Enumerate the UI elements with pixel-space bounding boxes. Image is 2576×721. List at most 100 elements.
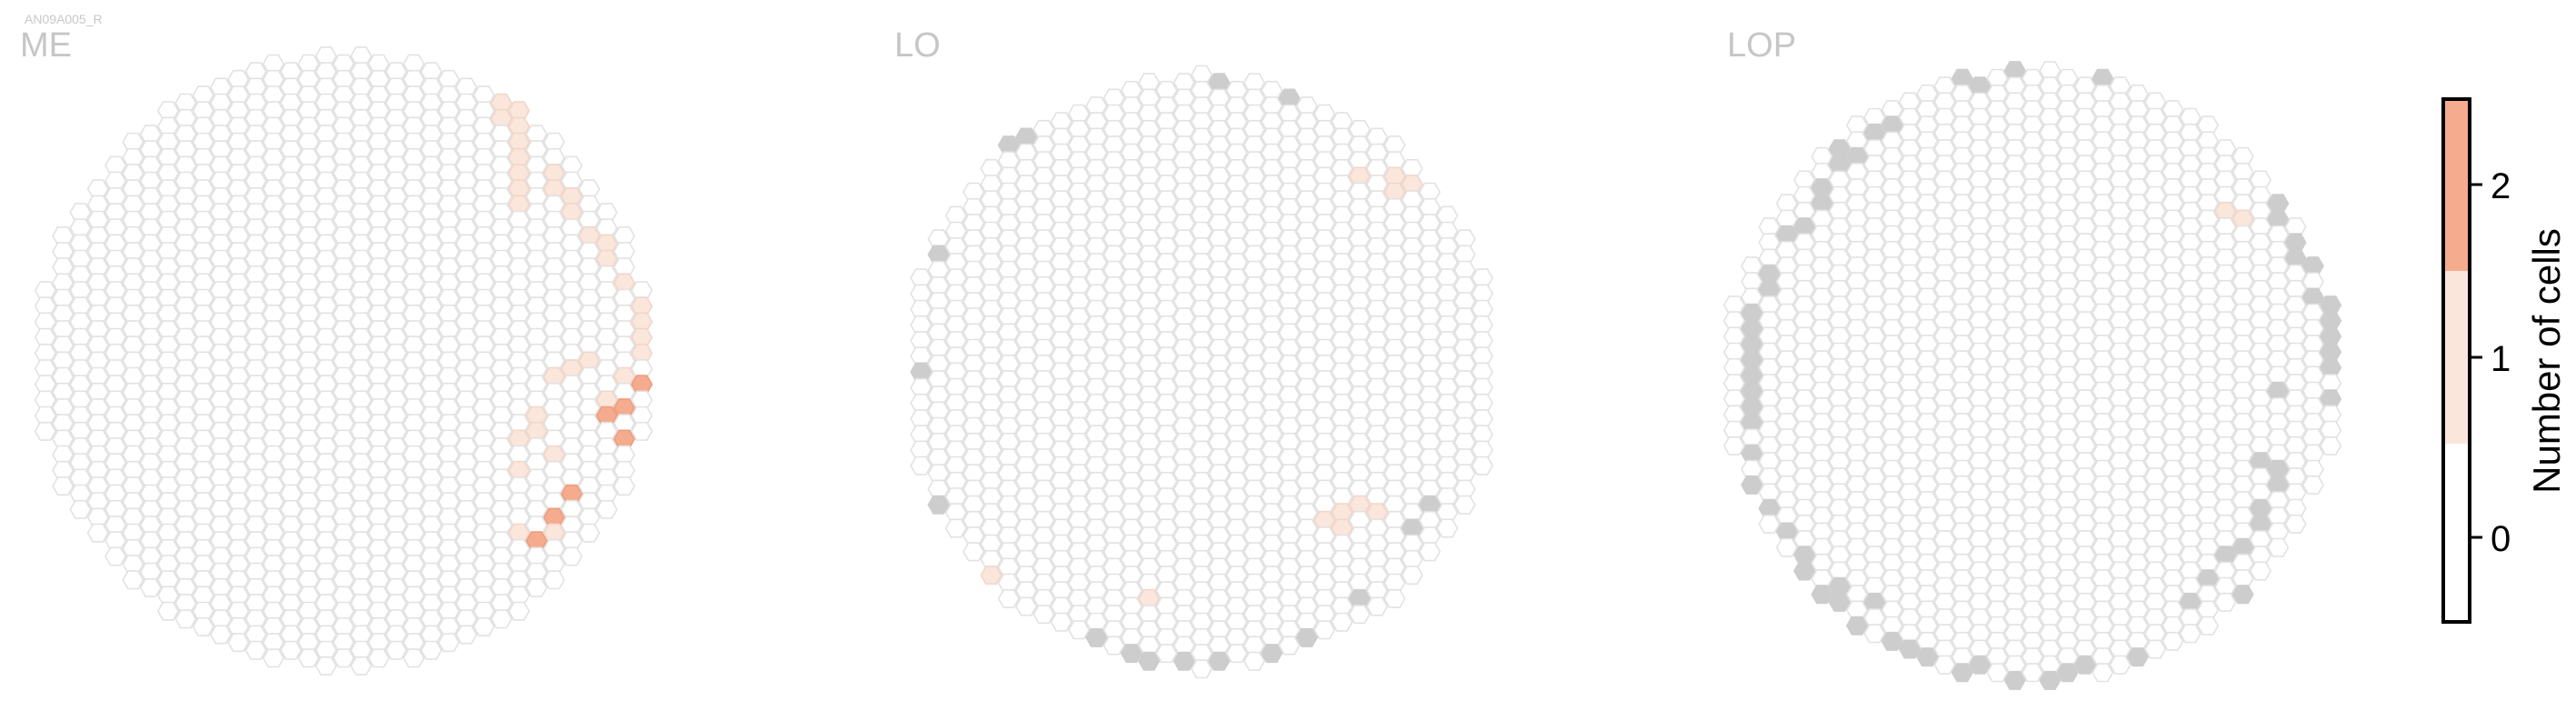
hex-cell bbox=[507, 601, 531, 621]
hex-cell bbox=[1050, 612, 1073, 632]
figure-superlabel: AN09A005_R bbox=[25, 12, 103, 26]
hex-cell-missing bbox=[1261, 644, 1283, 664]
hex-cell bbox=[104, 546, 127, 566]
panel-lop bbox=[1722, 61, 2342, 690]
hex-cell bbox=[2249, 561, 2272, 581]
hex-cell-missing bbox=[2003, 670, 2026, 690]
hex-cell bbox=[1986, 663, 2009, 683]
panel-lo bbox=[910, 65, 1493, 679]
hex-cell-missing bbox=[1811, 585, 1833, 605]
hex-cell bbox=[2301, 475, 2324, 495]
hex-cell bbox=[1331, 612, 1353, 632]
hex-cell bbox=[1471, 456, 1493, 476]
hex-cell bbox=[2214, 592, 2237, 612]
hex-cell-missing bbox=[1951, 663, 1973, 683]
hex-cell-missing bbox=[1137, 651, 1161, 671]
colorbar-segment-0 bbox=[2443, 444, 2470, 622]
hex-cell bbox=[34, 421, 57, 441]
hex-cell-missing bbox=[1792, 561, 1816, 581]
hex-cell bbox=[2092, 663, 2114, 683]
hex-cell bbox=[139, 577, 162, 597]
hex-cell-missing bbox=[1085, 627, 1108, 647]
hex-cell bbox=[2284, 514, 2307, 534]
hex-cell bbox=[944, 518, 967, 538]
hex-cell-missing bbox=[1916, 647, 1939, 667]
hex-cell bbox=[403, 648, 425, 668]
hex-cell bbox=[262, 648, 285, 668]
hex-cell bbox=[86, 523, 109, 543]
colorbar-segment-2 bbox=[2443, 99, 2470, 271]
hex-cell bbox=[1243, 651, 1266, 671]
colorbar-frame bbox=[2441, 97, 2471, 624]
panel-title-lo: LO bbox=[894, 26, 941, 65]
hex-cell bbox=[595, 499, 618, 519]
hex-cell bbox=[454, 625, 478, 645]
hex-cell bbox=[1383, 588, 1406, 608]
colorbar-tick-1: 1 bbox=[2491, 339, 2511, 379]
hex-cell bbox=[473, 616, 495, 636]
hex-cell-missing bbox=[2126, 647, 2149, 667]
hex-cell bbox=[384, 640, 408, 660]
hex-cell-missing bbox=[1208, 651, 1231, 671]
hex-cell bbox=[1453, 495, 1476, 515]
hex-cell-missing bbox=[1828, 592, 1851, 612]
hex-cell bbox=[227, 633, 250, 653]
hex-cell bbox=[962, 542, 985, 562]
hex-cell bbox=[156, 601, 180, 621]
hex-cell-missing bbox=[1898, 639, 1922, 659]
hex-cell bbox=[1278, 636, 1301, 656]
hex-cell bbox=[52, 476, 75, 496]
hex-cell-missing bbox=[1120, 644, 1143, 664]
hex-cell bbox=[1775, 537, 1798, 557]
hex-cell bbox=[613, 476, 635, 496]
hex-cell bbox=[1067, 620, 1091, 640]
colorbar: 2 1 0 Number of cells bbox=[2441, 97, 2568, 624]
colorbar-tick-2: 2 bbox=[2491, 166, 2511, 206]
hex-cell bbox=[175, 609, 197, 629]
hex-cell-missing bbox=[2232, 585, 2254, 605]
hex-cell bbox=[192, 616, 215, 636]
hex-cell bbox=[1225, 644, 1248, 664]
hex-cell bbox=[350, 656, 373, 676]
hex-cell-missing bbox=[1968, 655, 1992, 675]
hex-cell-missing bbox=[2039, 670, 2062, 690]
hex-cell bbox=[1155, 644, 1178, 664]
hex-cell bbox=[1758, 514, 1781, 534]
colorbar-tick-0: 0 bbox=[2491, 519, 2511, 559]
hex-cell-count-1 bbox=[980, 566, 1003, 586]
hex-cell-missing bbox=[1173, 651, 1195, 671]
hex-cell bbox=[1313, 620, 1336, 640]
panel-title-me: ME bbox=[20, 26, 72, 65]
hex-cell bbox=[122, 570, 145, 590]
hex-cell bbox=[1033, 605, 1055, 625]
hex-cell bbox=[525, 577, 548, 597]
hex-cell bbox=[1722, 436, 1746, 456]
hex-cell bbox=[69, 499, 92, 519]
hex-cell bbox=[209, 625, 233, 645]
panel-title-lop: LOP bbox=[1727, 26, 1796, 65]
colorbar-segment-1 bbox=[2443, 271, 2470, 444]
hex-cell bbox=[1933, 655, 1956, 675]
hex-cell bbox=[630, 421, 654, 441]
hex-cell-missing bbox=[1741, 475, 1763, 495]
hex-cell-missing bbox=[1845, 616, 1869, 636]
hex-cell bbox=[543, 570, 565, 590]
hex-cell bbox=[2109, 655, 2132, 675]
hex-cell bbox=[1436, 518, 1459, 538]
hex-cell-missing bbox=[1881, 631, 1903, 651]
hex-cell bbox=[332, 648, 355, 668]
hex-cell bbox=[2143, 639, 2167, 659]
hex-cell bbox=[1190, 659, 1213, 679]
hex-cell bbox=[1365, 596, 1389, 616]
hex-cell bbox=[1014, 596, 1038, 616]
hex-cell bbox=[2179, 624, 2202, 644]
hex-cell-missing bbox=[927, 495, 950, 515]
hex-cell bbox=[297, 648, 320, 668]
hex-cell bbox=[367, 648, 390, 668]
colorbar-label: Number of cells bbox=[2525, 228, 2568, 494]
hex-cell bbox=[560, 546, 584, 566]
hex-cell-missing bbox=[1295, 627, 1318, 647]
panel-me bbox=[34, 46, 654, 676]
hex-cell bbox=[2021, 663, 2044, 683]
hex-cell-missing bbox=[2073, 655, 2097, 675]
